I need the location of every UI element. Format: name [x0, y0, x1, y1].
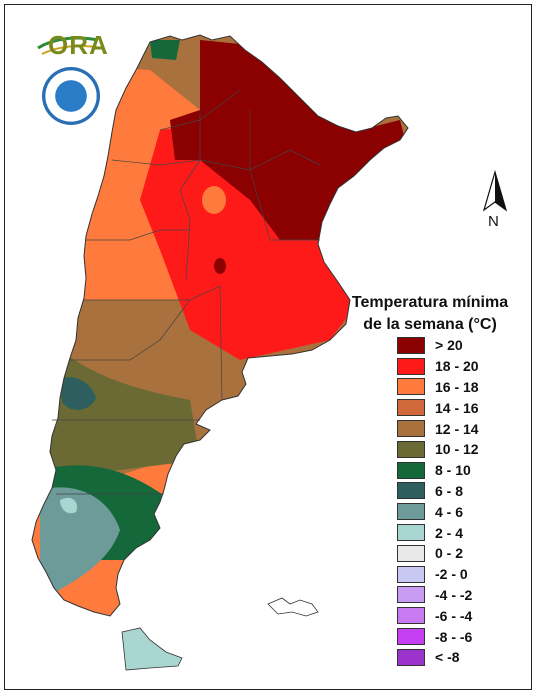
north-arrow-icon — [482, 170, 508, 212]
legend-item: 6 - 8 — [397, 481, 479, 502]
legend-item: 0 - 2 — [397, 543, 479, 564]
legend-item: 14 - 16 — [397, 397, 479, 418]
legend-swatch — [397, 586, 425, 604]
legend-label: 6 - 8 — [435, 482, 464, 499]
legend-title-line1: Temperatura mínima — [351, 294, 509, 311]
legend-item: -4 - -2 — [397, 585, 479, 606]
legend-label: -8 - -6 — [435, 628, 473, 645]
north-label: N — [488, 213, 499, 230]
legend-swatch — [397, 503, 425, 521]
legend-label: 14 - 16 — [435, 399, 479, 416]
legend-label: 12 - 14 — [435, 420, 479, 437]
zone-8-10-north — [150, 40, 180, 60]
zone-2-4 — [60, 497, 78, 514]
legend-swatch — [397, 524, 425, 542]
legend-item: 18 - 20 — [397, 356, 479, 377]
legend-label: 16 - 18 — [435, 378, 479, 395]
legend-label: > 20 — [435, 337, 463, 354]
legend-swatch — [397, 357, 425, 375]
legend-item: 16 - 18 — [397, 377, 479, 398]
legend-label: < -8 — [435, 649, 460, 666]
legend-item: 8 - 10 — [397, 460, 479, 481]
legend-item: -8 - -6 — [397, 626, 479, 647]
legend-label: 18 - 20 — [435, 358, 479, 375]
legend-swatch — [397, 420, 425, 438]
zone-over-20 — [170, 40, 405, 240]
province-borders — [52, 89, 321, 495]
legend-title-line2: de la semana (°C) — [363, 316, 497, 333]
legend-label: -2 - 0 — [435, 566, 468, 583]
legend-swatch — [397, 544, 425, 562]
legend-label: -4 - -2 — [435, 586, 473, 603]
zone-16-18-spot — [202, 186, 226, 214]
legend-swatch — [397, 607, 425, 625]
tierra-del-fuego — [121, 627, 183, 671]
legend-label: 0 - 2 — [435, 545, 464, 562]
legend-label: -6 - -4 — [435, 607, 473, 624]
legend-label: 4 - 6 — [435, 503, 464, 520]
legend-item: -6 - -4 — [397, 605, 479, 626]
legend-swatch — [397, 336, 425, 354]
legend-item: 4 - 6 — [397, 501, 479, 522]
legend: > 20 18 - 20 16 - 18 14 - 16 12 - 14 10 - 12 8… — [397, 335, 479, 668]
legend-swatch — [397, 565, 425, 583]
legend-item: -2 - 0 — [397, 564, 479, 585]
legend-swatch — [397, 440, 425, 458]
legend-item: 12 - 14 — [397, 418, 479, 439]
service-seal-icon — [42, 67, 100, 125]
zone-6-8 — [60, 377, 96, 410]
legend-title: Temperatura mínima de la semana (°C) — [330, 292, 530, 336]
legend-item: > 20 — [397, 335, 479, 356]
zone-4-6 — [40, 487, 120, 600]
legend-swatch — [397, 482, 425, 500]
zone-over-20-spot — [214, 258, 226, 274]
ora-logo-icon — [37, 36, 103, 55]
legend-item: 2 - 4 — [397, 522, 479, 543]
legend-swatch — [397, 378, 425, 396]
legend-swatch — [397, 648, 425, 666]
country-outline — [31, 34, 409, 617]
ora-logo-text: ORA — [48, 30, 109, 60]
malvinas-islands — [267, 597, 319, 617]
legend-swatch — [397, 461, 425, 479]
legend-label: 10 - 12 — [435, 441, 479, 458]
legend-item: 10 - 12 — [397, 439, 479, 460]
legend-swatch — [397, 628, 425, 646]
legend-item: < -8 — [397, 647, 479, 668]
legend-label: 2 - 4 — [435, 524, 464, 541]
legend-swatch — [397, 399, 425, 417]
legend-label: 8 - 10 — [435, 462, 471, 479]
